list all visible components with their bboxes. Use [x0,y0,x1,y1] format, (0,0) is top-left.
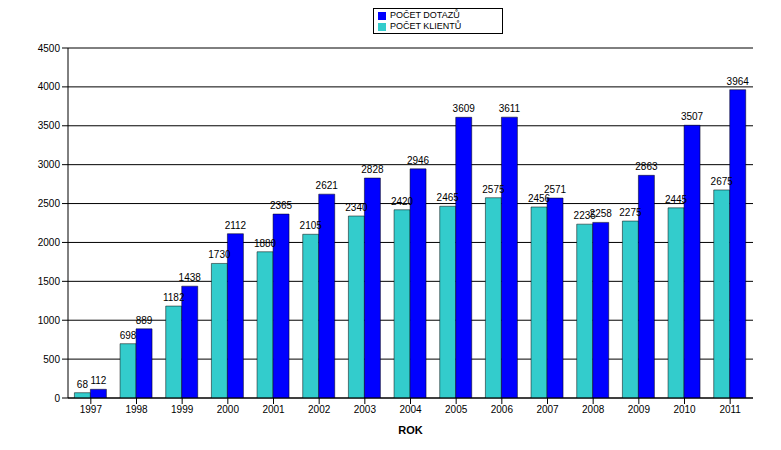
svg-text:2002: 2002 [308,404,331,415]
html-text:POČET KLIENTŮ: POČET KLIENTŮ [390,21,462,31]
svg-text:2000: 2000 [217,404,240,415]
svg-text:500: 500 [43,354,60,365]
svg-text:0: 0 [54,393,60,404]
svg-text:3611: 3611 [499,103,521,114]
svg-text:3964: 3964 [727,76,750,87]
svg-text:3507: 3507 [681,111,704,122]
html-text:POČET DOTAZŮ: POČET DOTAZŮ [390,10,460,20]
svg-text:2571: 2571 [544,184,567,195]
svg-text:1998: 1998 [125,404,148,415]
svg-text:2675: 2675 [711,176,734,187]
svg-text:2456: 2456 [527,193,551,204]
svg-text:2863: 2863 [635,161,658,172]
svg-text:1000: 1000 [38,315,61,326]
svg-text:2340: 2340 [345,202,368,213]
svg-text:2009: 2009 [628,404,651,415]
svg-text:2575: 2575 [482,184,505,195]
svg-text:2105: 2105 [300,220,323,231]
svg-text:1182: 1182 [163,292,185,303]
svg-text:2275: 2275 [619,207,642,218]
svg-text:2006: 2006 [491,404,514,415]
svg-text:4500: 4500 [38,43,61,54]
svg-text:2004: 2004 [399,404,422,415]
svg-text:1500: 1500 [38,276,61,287]
svg-text:2420: 2420 [391,196,414,207]
svg-text:2011: 2011 [719,404,741,415]
svg-text:2000: 2000 [38,237,61,248]
svg-text:2001: 2001 [262,404,285,415]
svg-text:3000: 3000 [38,159,61,170]
svg-text:ROK: ROK [398,424,423,436]
svg-text:2112: 2112 [225,220,247,231]
svg-text:1438: 1438 [179,272,202,283]
svg-text:2445: 2445 [665,194,688,205]
svg-text:2828: 2828 [361,164,384,175]
svg-text:2500: 2500 [38,198,61,209]
svg-text:2008: 2008 [582,404,605,415]
svg-text:2621: 2621 [316,180,339,191]
svg-text:1997: 1997 [80,404,103,415]
svg-text:3500: 3500 [38,120,61,131]
svg-text:2235: 2235 [573,210,596,222]
svg-text:3609: 3609 [453,103,476,114]
svg-text:2010: 2010 [673,404,696,415]
svg-text:2005: 2005 [445,404,468,415]
svg-text:698: 698 [120,330,137,341]
svg-text:1730: 1730 [208,249,231,260]
svg-text:2003: 2003 [354,404,377,415]
svg-text:4000: 4000 [38,81,61,92]
svg-text:2258: 2258 [590,208,613,219]
svg-text:2946: 2946 [407,155,430,166]
svg-text:2365: 2365 [270,200,293,211]
svg-text:68: 68 [77,379,89,390]
svg-text:1999: 1999 [171,404,194,415]
svg-text:2007: 2007 [536,404,559,415]
svg-text:2465: 2465 [437,192,460,203]
svg-text:889: 889 [136,315,153,326]
svg-text:1880: 1880 [254,238,277,249]
svg-text:112: 112 [90,375,106,386]
